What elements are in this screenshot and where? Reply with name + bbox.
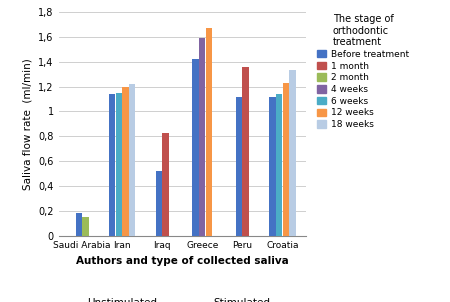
Bar [236, 97, 242, 236]
Bar [82, 217, 89, 236]
Bar [109, 94, 116, 236]
Text: Unstimulated: Unstimulated [87, 298, 157, 302]
Bar [193, 59, 199, 236]
Bar [76, 213, 82, 236]
Bar [276, 94, 282, 236]
Bar [270, 97, 276, 236]
Bar [206, 28, 212, 236]
Bar [289, 70, 296, 236]
Bar [122, 87, 129, 236]
Text: Stimulated: Stimulated [214, 298, 271, 302]
Bar [156, 171, 162, 236]
Y-axis label: Saliva flow rate  (ml/min): Saliva flow rate (ml/min) [22, 58, 32, 190]
Legend: Before treatment, 1 month, 2 month, 4 weeks, 6 weeks, 12 weeks, 18 weeks: Before treatment, 1 month, 2 month, 4 we… [315, 12, 411, 131]
Bar [129, 84, 135, 236]
Bar [116, 93, 122, 236]
Bar [243, 67, 249, 236]
X-axis label: Authors and type of collected saliva: Authors and type of collected saliva [76, 256, 288, 266]
Bar [162, 133, 169, 236]
Bar [283, 83, 289, 236]
Bar [199, 38, 206, 236]
